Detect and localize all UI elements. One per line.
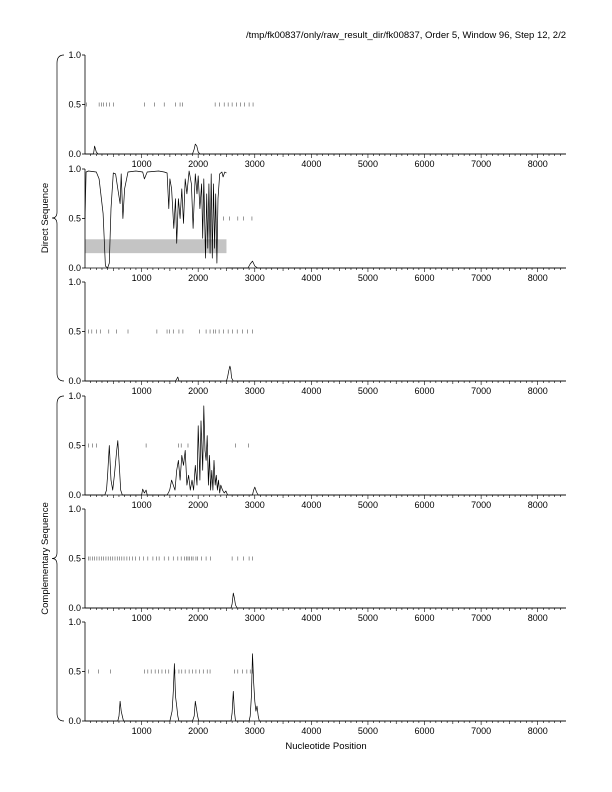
x-tick-label: 8000 bbox=[528, 613, 548, 623]
y-tick-label: 0.5 bbox=[68, 100, 81, 110]
x-tick-label: 1000 bbox=[132, 500, 152, 510]
x-tick-label: 3000 bbox=[245, 500, 265, 510]
x-tick-label: 4000 bbox=[301, 386, 321, 396]
y-tick-label: 0.0 bbox=[68, 263, 81, 273]
y-tick-label: 1.0 bbox=[68, 504, 81, 514]
x-tick-label: 2000 bbox=[188, 726, 208, 736]
x-axis-label: Nucleotide Position bbox=[285, 741, 366, 752]
x-tick-label: 1000 bbox=[132, 386, 152, 396]
x-tick-label: 4000 bbox=[301, 726, 321, 736]
y-tick-label: 0.0 bbox=[68, 490, 81, 500]
x-tick-label: 8000 bbox=[528, 159, 548, 169]
x-tick-label: 4000 bbox=[301, 500, 321, 510]
series-line bbox=[84, 170, 227, 269]
panel-complementary-frame-3: 0.0 0.5 1.0 1000 2000 3000 4000 5000 6000 7000 800… bbox=[68, 617, 566, 736]
x-tick-label: 1000 bbox=[132, 159, 152, 169]
group-bracket bbox=[51, 395, 65, 722]
x-tick-label: 1000 bbox=[132, 613, 152, 623]
x-tick-label: 2000 bbox=[188, 273, 208, 283]
series-line bbox=[226, 260, 566, 269]
y-tick-label: 0.0 bbox=[68, 376, 81, 386]
y-tick-label: 0.5 bbox=[68, 327, 81, 337]
x-tick-label: 2000 bbox=[188, 500, 208, 510]
y-tick-label: 1.0 bbox=[68, 164, 81, 174]
x-tick-label: 4000 bbox=[301, 159, 321, 169]
group-brackets: Direct Sequence Complementary Sequence bbox=[40, 54, 65, 722]
panels: 0.0 0.5 1.0 1000 2000 3000 4000 5000 6000 7000 800… bbox=[68, 50, 566, 736]
panel-direct-frame-1: 0.0 0.5 1.0 1000 2000 3000 4000 5000 6000 7000 800… bbox=[68, 50, 566, 169]
x-tick-label: 6000 bbox=[415, 613, 435, 623]
file-header: /tmp/fk00837/only/raw_result_dir/fk00837… bbox=[246, 30, 566, 41]
x-tick-label: 6000 bbox=[415, 159, 435, 169]
x-tick-label: 3000 bbox=[245, 273, 265, 283]
x-tick-label: 1000 bbox=[132, 273, 152, 283]
x-tick-label: 3000 bbox=[245, 613, 265, 623]
x-tick-label: 7000 bbox=[471, 726, 491, 736]
x-tick-label: 5000 bbox=[358, 613, 378, 623]
group-label: Complementary Sequence bbox=[40, 502, 51, 614]
x-tick-label: 8000 bbox=[528, 386, 548, 396]
x-tick-label: 8000 bbox=[528, 726, 548, 736]
x-tick-label: 5000 bbox=[358, 386, 378, 396]
group-label: Direct Sequence bbox=[40, 183, 51, 253]
y-tick-label: 1.0 bbox=[68, 277, 81, 287]
panel-complementary-frame-2: 0.0 0.5 1.0 1000 2000 3000 4000 5000 6000 7000 800… bbox=[68, 504, 566, 623]
x-tick-label: 5000 bbox=[358, 500, 378, 510]
x-tick-label: 2000 bbox=[188, 613, 208, 623]
panel-direct-frame-2: 0.0 0.5 1.0 1000 2000 3000 4000 5000 6000 7000 800… bbox=[68, 164, 566, 283]
x-tick-label: 6000 bbox=[415, 273, 435, 283]
x-tick-label: 7000 bbox=[471, 159, 491, 169]
x-tick-label: 7000 bbox=[471, 273, 491, 283]
series-line bbox=[85, 365, 566, 382]
x-tick-label: 2000 bbox=[188, 386, 208, 396]
y-tick-label: 1.0 bbox=[68, 617, 81, 627]
series-line bbox=[85, 592, 566, 609]
x-tick-label: 1000 bbox=[132, 726, 152, 736]
x-tick-label: 4000 bbox=[301, 273, 321, 283]
group-bracket bbox=[51, 54, 65, 382]
x-tick-label: 8000 bbox=[528, 500, 548, 510]
x-tick-label: 7000 bbox=[471, 386, 491, 396]
x-tick-label: 6000 bbox=[415, 386, 435, 396]
y-tick-label: 0.5 bbox=[68, 667, 81, 677]
x-tick-label: 5000 bbox=[358, 159, 378, 169]
y-tick-label: 0.5 bbox=[68, 554, 81, 564]
y-tick-label: 1.0 bbox=[68, 50, 81, 60]
x-tick-label: 3000 bbox=[245, 159, 265, 169]
panel-complementary-frame-1: 0.0 0.5 1.0 1000 2000 3000 4000 5000 6000 7000 800… bbox=[68, 391, 566, 510]
y-tick-label: 0.5 bbox=[68, 214, 81, 224]
x-tick-label: 4000 bbox=[301, 613, 321, 623]
x-tick-label: 6000 bbox=[415, 500, 435, 510]
series-line bbox=[85, 405, 566, 496]
y-tick-label: 0.0 bbox=[68, 603, 81, 613]
x-tick-label: 3000 bbox=[245, 726, 265, 736]
series-line bbox=[85, 143, 566, 155]
x-tick-label: 2000 bbox=[188, 159, 208, 169]
x-tick-label: 3000 bbox=[245, 386, 265, 396]
x-tick-label: 5000 bbox=[358, 273, 378, 283]
x-tick-label: 7000 bbox=[471, 500, 491, 510]
y-tick-label: 0.5 bbox=[68, 441, 81, 451]
x-tick-label: 5000 bbox=[358, 726, 378, 736]
y-tick-label: 0.0 bbox=[68, 149, 81, 159]
x-tick-label: 7000 bbox=[471, 613, 491, 623]
x-tick-label: 6000 bbox=[415, 726, 435, 736]
highlight-band bbox=[85, 239, 227, 254]
y-tick-label: 0.0 bbox=[68, 716, 81, 726]
series-line bbox=[85, 653, 566, 722]
y-tick-label: 1.0 bbox=[68, 391, 81, 401]
x-tick-label: 8000 bbox=[528, 273, 548, 283]
panel-direct-frame-3: 0.0 0.5 1.0 1000 2000 3000 4000 5000 6000 7000 800… bbox=[68, 277, 566, 396]
